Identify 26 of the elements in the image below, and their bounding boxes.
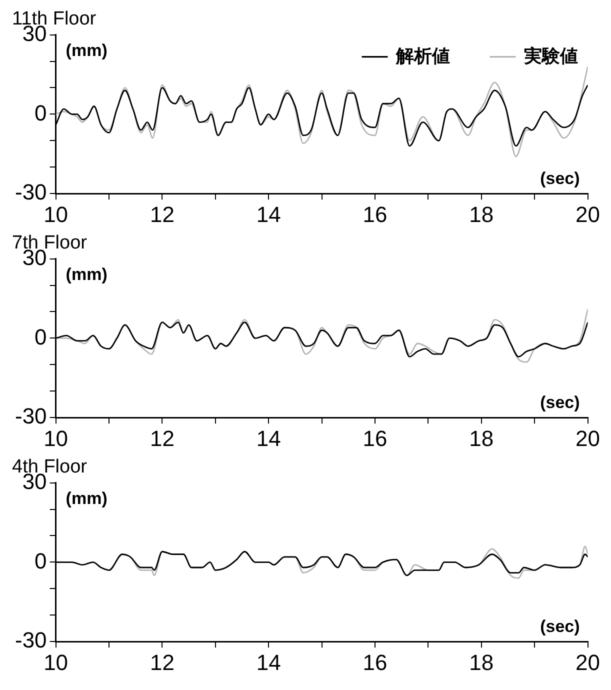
x-tick-label: 16 (362, 426, 388, 451)
x-axis-title: (sec) (540, 616, 580, 636)
x-tick-label: 20 (576, 202, 600, 227)
x-tick-label: 14 (256, 202, 281, 227)
x-tick-label: 12 (150, 650, 174, 675)
y-tick-label: 0 (34, 548, 47, 574)
x-tick-label: 14 (256, 426, 281, 451)
y-tick-label: 0 (34, 324, 47, 350)
x-tick-label: 14 (256, 650, 281, 675)
x-tick-label: 20 (576, 426, 600, 451)
x-tick-label: 20 (576, 650, 600, 675)
x-tick-label: 16 (362, 202, 388, 227)
x-tick-label: 18 (469, 202, 494, 227)
x-axis-title: (sec) (540, 392, 580, 412)
y-axis-title: (mm) (66, 264, 108, 284)
legend-label: 解析値 (394, 46, 450, 66)
x-axis-title: (sec) (540, 168, 580, 188)
x-tick-label: 16 (362, 650, 388, 675)
y-axis-title: (mm) (66, 40, 108, 60)
x-tick-label: 12 (150, 202, 174, 227)
legend-label: 実験値 (522, 46, 578, 66)
y-axis-title: (mm) (66, 488, 108, 508)
y-tick-label: 0 (34, 100, 47, 126)
x-tick-label: 18 (469, 426, 494, 451)
x-tick-label: 18 (469, 650, 494, 675)
x-tick-label: 12 (150, 426, 174, 451)
